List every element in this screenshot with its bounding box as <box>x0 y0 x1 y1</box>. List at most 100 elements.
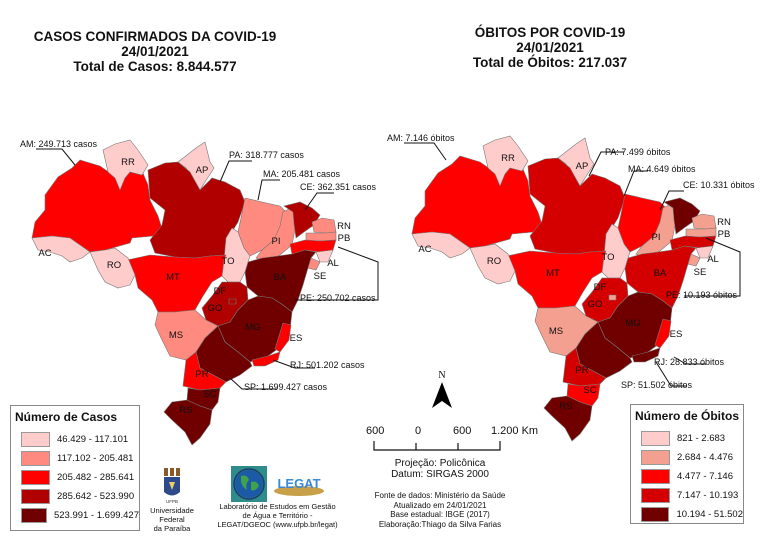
scale-tick-label: 600 <box>366 425 385 437</box>
state-RJ[interactable] <box>251 351 281 367</box>
deaths-title-block: ÓBITOS POR COVID-19 24/01/2021 Total de … <box>470 25 630 70</box>
state-AC[interactable] <box>31 235 91 263</box>
legend-swatch <box>21 470 50 485</box>
svg-text:AC: AC <box>38 248 51 259</box>
state-RN[interactable] <box>691 213 717 230</box>
svg-text:RR: RR <box>121 157 135 168</box>
callout-PE: PE: 250.702 casos <box>300 293 376 303</box>
callout-SP: SP: 51.502 óbitos <box>621 380 693 390</box>
svg-text:AL: AL <box>707 254 719 265</box>
legend-item: 4.477 - 7.146 <box>641 467 743 486</box>
legend-label: 46.429 - 117.101 <box>57 434 129 445</box>
state-AL[interactable] <box>315 249 334 263</box>
svg-text:RS: RS <box>179 405 192 416</box>
cases-state-labels: RR AP AC RO MT TO PI RN PB AL SE BA DF G… <box>38 157 351 416</box>
state-PB[interactable] <box>685 227 717 238</box>
state-ES[interactable] <box>654 318 672 349</box>
cases-states <box>31 139 337 446</box>
state-ES[interactable] <box>274 322 292 353</box>
state-RO[interactable] <box>89 247 136 289</box>
legend-item: 2.684 - 4.476 <box>641 448 743 467</box>
state-RN[interactable] <box>311 217 337 234</box>
legend-swatch <box>21 451 50 466</box>
state-DF[interactable] <box>228 298 237 305</box>
state-RJ[interactable] <box>631 347 661 363</box>
projection-info: Projeção: Policônica Datum: SIRGAS 2000 <box>380 458 500 480</box>
deaths-leader-lines <box>404 142 741 387</box>
svg-text:RS: RS <box>559 401 572 412</box>
svg-text:DF: DF <box>214 286 227 297</box>
state-RS[interactable] <box>543 395 593 442</box>
callout-PE: PE: 10.193 óbitos <box>666 290 738 300</box>
callout-MA: MA: 205.481 casos <box>263 169 341 179</box>
callout-SP: SP: 1.699.427 casos <box>244 382 328 392</box>
cases-date: 24/01/2021 <box>121 44 189 59</box>
scale-bar: 600 0 600 1.200 Km <box>363 425 543 458</box>
callout-CE: CE: 10.331 óbitos <box>683 180 755 190</box>
svg-text:DF: DF <box>594 282 607 293</box>
cases-legend: Número de Casos 46.429 - 117.101 117.102… <box>10 405 140 531</box>
svg-text:RN: RN <box>337 221 351 232</box>
svg-text:MT: MT <box>166 272 180 283</box>
svg-text:MG: MG <box>245 322 260 333</box>
state-AM[interactable] <box>31 159 165 253</box>
legend-item: 523.991 - 1.699.427 <box>21 506 139 525</box>
state-PR[interactable] <box>182 351 227 391</box>
credits-author: Elaboração:Thiago da Silva Farias <box>378 519 502 529</box>
state-RS[interactable] <box>163 399 213 446</box>
svg-text:SE: SE <box>314 271 327 282</box>
cases-title-block: CASOS CONFIRMADOS DA COVID-19 24/01/2021… <box>30 29 280 74</box>
state-PB[interactable] <box>305 231 337 242</box>
svg-text:AP: AP <box>576 161 589 172</box>
legat-name-line1: Laboratório de Estudos em Gestão <box>219 502 336 511</box>
svg-text:SC: SC <box>583 385 596 396</box>
cases-legend-title: Número de Casos <box>15 410 118 424</box>
state-CE[interactable] <box>283 201 321 239</box>
state-PR[interactable] <box>562 347 607 387</box>
cases-callouts: AM: 249.713 casos PA: 318.777 casos MA: … <box>20 139 377 392</box>
state-RR[interactable] <box>102 139 149 191</box>
datum-line: Datum: SIRGAS 2000 <box>391 469 489 480</box>
globe-logo-icon <box>230 466 267 502</box>
callout-CE: CE: 362.351 casos <box>300 182 377 192</box>
legend-item: 285.642 - 523.990 <box>21 487 139 506</box>
deaths-callouts: AM: 7.146 óbitos PA: 7.499 óbitos MA: 4.… <box>387 133 755 390</box>
cases-total: Total de Casos: 8.844.577 <box>73 59 237 74</box>
legend-label: 523.991 - 1.699.427 <box>53 510 139 521</box>
state-MT[interactable] <box>126 254 227 313</box>
legat-name-line2: de Água e Território - <box>242 511 313 520</box>
cases-leader-lines <box>36 148 379 390</box>
state-DF[interactable] <box>608 294 617 301</box>
legend-label: 4.477 - 7.146 <box>677 471 733 482</box>
legend-swatch <box>21 508 47 523</box>
legend-item: 205.482 - 285.641 <box>21 468 139 487</box>
scale-tick-label: 600 <box>453 425 472 437</box>
legend-label: 285.642 - 523.990 <box>57 491 135 502</box>
svg-text:AP: AP <box>196 165 209 176</box>
svg-text:RO: RO <box>107 260 121 271</box>
state-AM[interactable] <box>411 155 545 249</box>
ufpb-logo-icon: UFPB <box>164 468 180 504</box>
deaths-date: 24/01/2021 <box>516 40 584 55</box>
projection-line: Projeção: Policônica <box>394 458 486 469</box>
state-MT[interactable] <box>506 250 607 309</box>
north-arrow-icon <box>432 382 452 408</box>
state-AC[interactable] <box>411 231 471 259</box>
legend-swatch <box>641 469 670 484</box>
scale-tick-label: 0 <box>415 425 422 437</box>
callout-AM: AM: 7.146 óbitos <box>387 133 455 143</box>
state-RO[interactable] <box>469 243 516 285</box>
callout-RJ: RJ: 501.202 casos <box>290 360 365 370</box>
state-AL[interactable] <box>695 245 714 259</box>
svg-text:BA: BA <box>274 272 287 283</box>
credits-source: Fonte de dados: Ministério da Saúde <box>374 491 506 500</box>
deaths-legend: Número de Óbitos 821 - 2.683 2.684 - 4.4… <box>630 404 744 524</box>
state-CE[interactable] <box>663 197 701 235</box>
north-arrow: N <box>430 370 454 414</box>
deaths-title: ÓBITOS POR COVID-19 <box>474 25 626 40</box>
legend-swatch <box>21 432 50 447</box>
credits: Fonte de dados: Ministério da Saúde Atua… <box>370 491 510 529</box>
state-RR[interactable] <box>482 135 529 187</box>
deaths-states <box>411 135 717 442</box>
svg-text:LEGAT: LEGAT <box>277 476 320 491</box>
